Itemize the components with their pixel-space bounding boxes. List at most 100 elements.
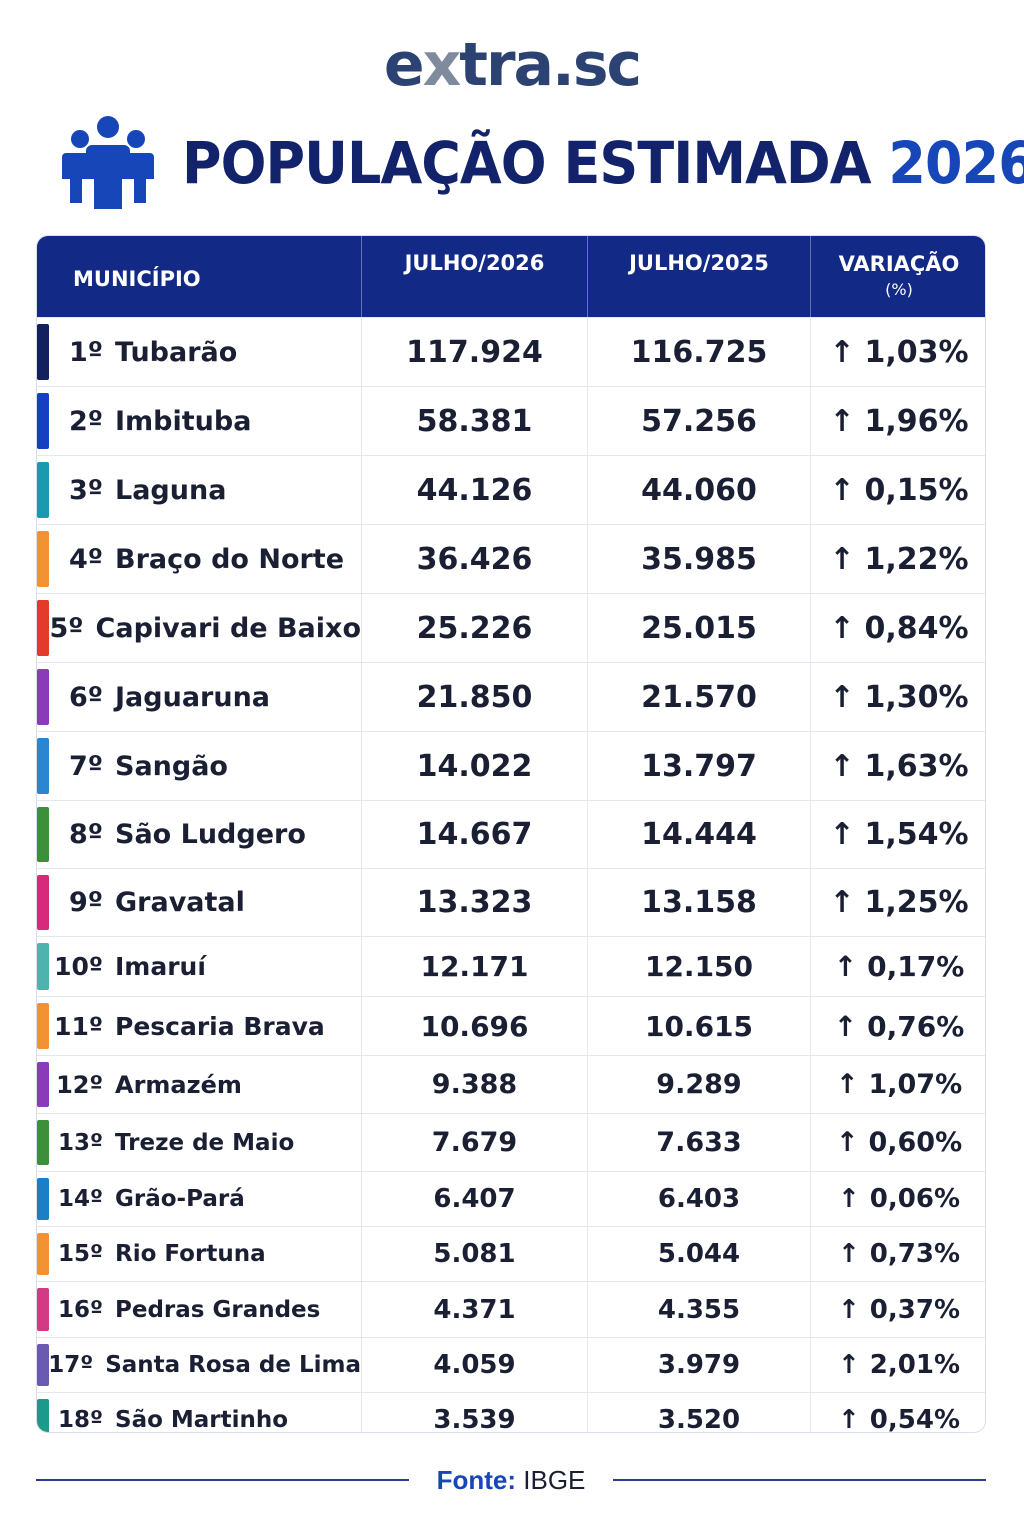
municipio-cell: 11º Pescaria Brava	[37, 997, 361, 1055]
rank-color-bar	[37, 1062, 49, 1107]
variacao-cell: ↑ 0,15%	[810, 456, 985, 524]
arrow-up-icon: ↑	[838, 1184, 860, 1214]
variacao-value: 1,03%	[864, 334, 969, 370]
variacao-cell: ↑ 1,03%	[810, 318, 985, 386]
people-icon	[62, 116, 154, 209]
rank-label: 5º	[49, 612, 84, 644]
julho-2026-value: 36.426	[361, 525, 587, 593]
rank-color-bar	[37, 738, 49, 794]
rank-label: 18º	[58, 1406, 103, 1433]
variacao-cell: ↑ 2,01%	[810, 1338, 985, 1392]
arrow-up-icon: ↑	[838, 1239, 860, 1269]
table-header: MUNICÍPIO JULHO/2026 JULHO/2025 VARIAÇÃO…	[37, 236, 985, 317]
municipio-cell: 8º São Ludgero	[37, 801, 361, 868]
municipio-name: Pedras Grandes	[115, 1296, 321, 1323]
table-row: 6º Jaguaruna 21.850 21.570 ↑ 1,30%	[37, 662, 985, 731]
julho-2026-value: 25.226	[361, 594, 587, 662]
municipio-name: Gravatal	[115, 887, 245, 918]
rank-label: 14º	[58, 1186, 103, 1212]
julho-2025-value: 21.570	[587, 663, 810, 731]
variacao-cell: ↑ 1,30%	[810, 663, 985, 731]
arrow-up-icon: ↑	[829, 472, 855, 508]
variacao-value: 1,22%	[864, 541, 969, 577]
table-row: 11º Pescaria Brava 10.696 10.615 ↑ 0,76%	[37, 996, 985, 1055]
table-row: 5º Capivari de Baixo 25.226 25.015 ↑ 0,84%	[37, 593, 985, 662]
table-row: 15º Rio Fortuna 5.081 5.044 ↑ 0,73%	[37, 1226, 985, 1281]
julho-2026-value: 10.696	[361, 997, 587, 1055]
julho-2025-value: 3.520	[587, 1393, 810, 1432]
variacao-cell: ↑ 0,76%	[810, 997, 985, 1055]
municipio-name: Grão-Pará	[115, 1186, 245, 1212]
rank-label: 11º	[54, 1011, 103, 1041]
rank-color-bar	[37, 1399, 49, 1432]
variacao-cell: ↑ 1,63%	[810, 732, 985, 800]
julho-2025-value: 57.256	[587, 387, 810, 455]
julho-2025-value: 116.725	[587, 318, 810, 386]
arrow-up-icon: ↑	[835, 1127, 859, 1158]
rank-color-bar	[37, 531, 49, 587]
variacao-cell: ↑ 0,06%	[810, 1172, 985, 1226]
julho-2026-value: 13.323	[361, 869, 587, 936]
variacao-cell: ↑ 1,07%	[810, 1056, 985, 1113]
julho-2025-value: 25.015	[587, 594, 810, 662]
variacao-cell: ↑ 0,37%	[810, 1282, 985, 1337]
julho-2026-value: 9.388	[361, 1056, 587, 1113]
variacao-cell: ↑ 0,17%	[810, 937, 985, 996]
arrow-up-icon: ↑	[838, 1404, 860, 1433]
julho-2026-value: 3.539	[361, 1393, 587, 1432]
footer: Fonte: IBGE	[36, 1462, 987, 1498]
table-row: 3º Laguna 44.126 44.060 ↑ 0,15%	[37, 455, 985, 524]
variacao-cell: ↑ 1,96%	[810, 387, 985, 455]
rank-label: 1º	[68, 336, 103, 368]
municipio-cell: 7º Sangão	[37, 732, 361, 800]
rank-label: 9º	[68, 887, 103, 918]
arrow-up-icon: ↑	[829, 817, 855, 852]
variacao-cell: ↑ 1,25%	[810, 869, 985, 936]
rank-label: 6º	[68, 681, 103, 713]
variacao-value: 0,76%	[867, 1009, 965, 1043]
municipio-name: Tubarão	[115, 336, 238, 368]
julho-2026-value: 5.081	[361, 1227, 587, 1281]
municipio-cell: 14º Grão-Pará	[37, 1172, 361, 1226]
rank-color-bar	[37, 1344, 49, 1386]
municipio-name: Santa Rosa de Lima	[105, 1352, 361, 1378]
table-row: 10º Imaruí 12.171 12.150 ↑ 0,17%	[37, 936, 985, 996]
arrow-up-icon: ↑	[829, 885, 855, 920]
rank-color-bar	[37, 393, 49, 449]
municipio-name: Imaruí	[115, 952, 206, 981]
municipio-cell: 10º Imaruí	[37, 937, 361, 996]
municipio-cell: 6º Jaguaruna	[37, 663, 361, 731]
brand-logo-part2: tra.sc	[459, 30, 642, 100]
municipio-name: Jaguaruna	[115, 681, 271, 713]
julho-2025-value: 9.289	[587, 1056, 810, 1113]
arrow-up-icon: ↑	[833, 1009, 858, 1043]
municipio-name: São Ludgero	[115, 819, 306, 850]
julho-2026-value: 6.407	[361, 1172, 587, 1226]
variacao-value: 1,25%	[864, 885, 969, 920]
table-row: 4º Braço do Norte 36.426 35.985 ↑ 1,22%	[37, 524, 985, 593]
arrow-up-icon: ↑	[829, 748, 855, 784]
municipio-cell: 2º Imbituba	[37, 387, 361, 455]
julho-2025-value: 13.158	[587, 869, 810, 936]
rank-label: 7º	[68, 750, 103, 782]
rank-color-bar	[37, 1120, 49, 1165]
arrow-up-icon: ↑	[829, 541, 855, 577]
rank-label: 4º	[68, 543, 103, 575]
table-row: 18º São Martinho 3.539 3.520 ↑ 0,54%	[37, 1392, 985, 1433]
julho-2025-value: 35.985	[587, 525, 810, 593]
table-row: 9º Gravatal 13.323 13.158 ↑ 1,25%	[37, 868, 985, 936]
variacao-cell: ↑ 1,54%	[810, 801, 985, 868]
rank-label: 10º	[54, 952, 103, 981]
julho-2025-value: 5.044	[587, 1227, 810, 1281]
rank-label: 15º	[58, 1241, 103, 1267]
julho-2026-value: 4.059	[361, 1338, 587, 1392]
municipio-cell: 17º Santa Rosa de Lima	[37, 1338, 361, 1392]
rank-label: 3º	[68, 474, 103, 506]
rank-color-bar	[37, 600, 49, 656]
julho-2025-value: 44.060	[587, 456, 810, 524]
municipio-name: Braço do Norte	[115, 543, 345, 575]
municipio-name: Treze de Maio	[115, 1129, 295, 1156]
footer-divider-right	[613, 1479, 987, 1481]
header-variacao: VARIAÇÃO (%)	[810, 236, 985, 317]
table-row: 16º Pedras Grandes 4.371 4.355 ↑ 0,37%	[37, 1281, 985, 1337]
